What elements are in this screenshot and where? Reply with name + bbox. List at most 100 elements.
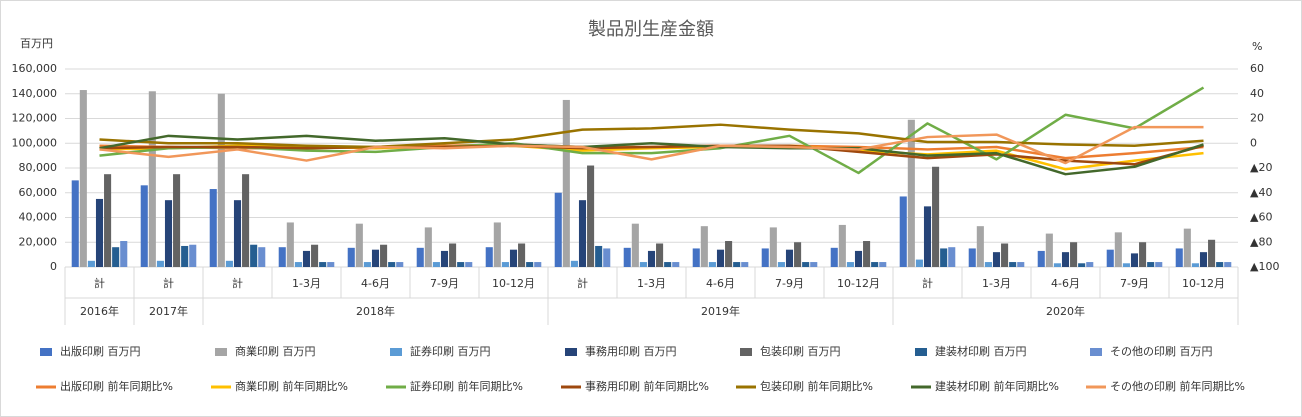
legend-label: 包装印刷 前年同期比%	[760, 379, 873, 393]
bar	[181, 245, 189, 267]
bar	[217, 93, 225, 267]
bar	[587, 165, 595, 267]
bar	[294, 262, 302, 267]
bar	[258, 247, 266, 267]
y2-tick-label: 60	[1250, 62, 1264, 75]
bar	[716, 249, 725, 267]
legend-label: 出版印刷 前年同期比%	[60, 379, 173, 393]
x-tick-label: 計	[163, 276, 174, 290]
y2-tick-label: 0	[1250, 136, 1257, 149]
x-group-label: 2020年	[1046, 304, 1085, 318]
bar	[1061, 252, 1070, 267]
legend-label: 証券印刷 前年同期比%	[410, 379, 523, 393]
bar	[725, 241, 733, 267]
bar	[761, 248, 769, 267]
bar	[112, 247, 120, 267]
bar	[278, 247, 286, 267]
bar	[923, 206, 932, 267]
bar	[984, 262, 992, 267]
bar	[347, 247, 355, 267]
bar	[940, 248, 948, 267]
x-tick-label: 1-3月	[292, 277, 321, 290]
y-tick-label: 60,000	[19, 186, 58, 199]
bar	[250, 244, 258, 267]
bar	[95, 198, 104, 267]
bar	[1191, 263, 1199, 267]
bar	[173, 174, 181, 267]
legend-label: 建装材印刷 百万円	[935, 344, 1027, 358]
bar	[639, 262, 647, 267]
bar	[319, 262, 327, 267]
line-series	[99, 144, 1204, 166]
bar	[899, 196, 907, 267]
bar	[562, 99, 570, 267]
y2-tick-label: ▲60	[1250, 211, 1272, 224]
bar	[1122, 263, 1130, 267]
y-tick-label: 80,000	[19, 161, 58, 174]
bar	[692, 248, 700, 267]
bar	[741, 262, 749, 267]
y-tick-label: 120,000	[12, 112, 58, 125]
bar	[976, 226, 984, 267]
bar	[457, 262, 465, 267]
bar	[794, 242, 802, 267]
legend-swatch	[565, 348, 577, 356]
legend-label: 事務用印刷 前年同期比%	[585, 379, 709, 393]
bar	[1114, 232, 1122, 267]
bar	[1224, 262, 1232, 267]
x-group-label: 2019年	[701, 304, 740, 318]
x-group-label: 2017年	[149, 304, 188, 318]
bar	[465, 262, 473, 267]
bar	[1045, 233, 1053, 267]
y-tick-label: 40,000	[19, 211, 58, 224]
legend-swatch	[1090, 348, 1102, 356]
bar	[449, 243, 457, 267]
y2-tick-label: 40	[1250, 87, 1264, 100]
legend-swatch	[215, 348, 227, 356]
bar	[777, 262, 785, 267]
bar	[647, 250, 656, 267]
bar	[104, 174, 112, 267]
bar	[1053, 263, 1061, 267]
y2-tick-label: ▲40	[1250, 186, 1272, 199]
bar	[1216, 262, 1224, 267]
bar	[1175, 248, 1183, 267]
bar	[932, 166, 940, 267]
y-tick-label: 160,000	[12, 62, 58, 75]
bar	[534, 262, 542, 267]
y-tick-label: 0	[50, 260, 57, 273]
bar	[1037, 250, 1045, 267]
legend-swatch	[390, 348, 402, 356]
bar	[493, 222, 501, 267]
bar	[209, 189, 217, 267]
line-series	[99, 125, 1204, 165]
bar	[968, 248, 976, 267]
bar	[631, 223, 639, 267]
bar	[1183, 228, 1191, 267]
y2-tick-label: ▲80	[1250, 235, 1272, 248]
bar	[708, 262, 716, 267]
bar	[164, 200, 173, 267]
legend-label: 包装印刷 百万円	[760, 345, 841, 358]
bar	[396, 262, 404, 267]
bar	[1130, 253, 1139, 267]
bar	[733, 262, 741, 267]
x-tick-label: 4-6月	[706, 277, 735, 290]
x-tick-label: 10-12月	[492, 277, 535, 290]
bar	[1155, 262, 1163, 267]
y2-tick-label: 20	[1250, 112, 1264, 125]
x-group-label: 2016年	[80, 304, 119, 318]
bar	[355, 223, 363, 267]
x-tick-label: 7-9月	[775, 277, 804, 290]
bar	[992, 252, 1001, 267]
bar	[554, 192, 562, 267]
x-tick-label: 1-3月	[982, 277, 1011, 290]
bar	[700, 226, 708, 267]
line-series	[99, 134, 1204, 176]
x-tick-label: 4-6月	[361, 277, 390, 290]
legend-label: 建装材印刷 前年同期比%	[935, 379, 1059, 393]
bar	[140, 185, 148, 267]
x-tick-label: 10-12月	[1182, 277, 1225, 290]
bar	[854, 250, 863, 267]
bar	[509, 249, 518, 267]
